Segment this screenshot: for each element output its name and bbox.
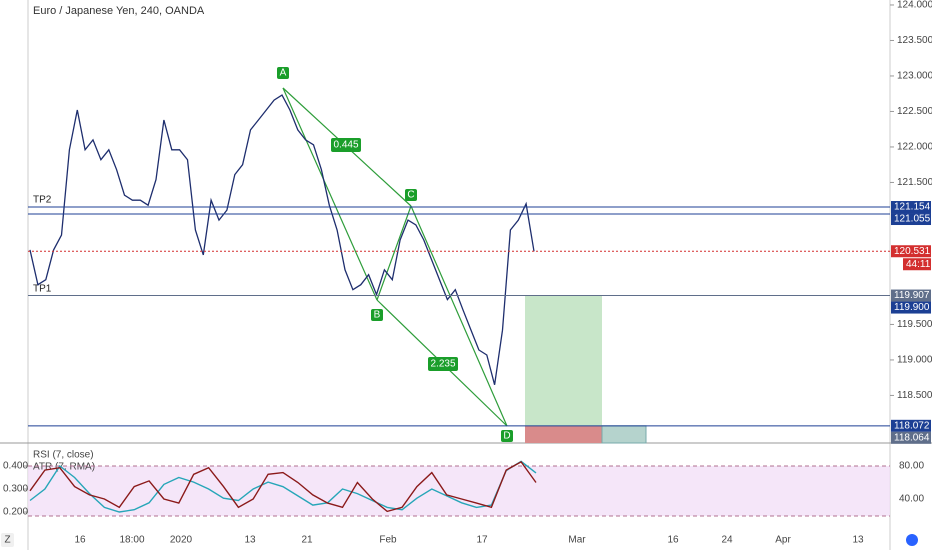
level-name: TP1 xyxy=(33,284,52,295)
y-tick-label: 121.500 xyxy=(897,177,932,188)
y-tick-label: 119.000 xyxy=(897,355,932,366)
price-label: 119.900 xyxy=(894,302,930,313)
ratio-label: 0.445 xyxy=(333,140,358,151)
atr-tick-label: 0.300 xyxy=(3,484,28,495)
logo xyxy=(906,534,918,546)
x-tick-label: Apr xyxy=(775,535,791,546)
pattern-point-bg xyxy=(405,189,417,201)
x-tick-label: 24 xyxy=(721,535,733,546)
atr-tick-label: 0.400 xyxy=(3,461,28,472)
atr-tick-label: 0.200 xyxy=(3,507,28,518)
price-label-bg xyxy=(891,289,931,302)
y-tick-label: 123.000 xyxy=(897,71,932,82)
rsi-tick-label: 80.00 xyxy=(899,461,924,472)
x-tick-label: 18:00 xyxy=(119,535,144,546)
y-tick-label: 124.000 xyxy=(897,0,932,11)
price-label: 119.907 xyxy=(894,290,930,301)
countdown-bg xyxy=(903,258,931,271)
pattern-point: A xyxy=(280,68,287,79)
target-zone xyxy=(525,295,602,426)
x-tick-label: 13 xyxy=(852,535,864,546)
rsi-band xyxy=(28,466,890,516)
price-label-bg xyxy=(891,431,931,444)
stop-zone xyxy=(525,425,602,443)
pattern-leg xyxy=(282,87,378,301)
scale-button-label[interactable]: Z xyxy=(4,535,10,546)
x-tick-label: 16 xyxy=(667,535,679,546)
time-zone xyxy=(601,425,647,444)
level-name: TP2 xyxy=(33,195,52,206)
pattern-point-bg xyxy=(277,67,289,79)
price-label-bg xyxy=(891,245,931,258)
rsi-line xyxy=(29,460,537,513)
indicator-label: ATR (7, RMA) xyxy=(33,462,95,473)
price-label-bg xyxy=(891,301,931,314)
atr-line xyxy=(29,460,537,513)
price-label: 118.064 xyxy=(894,432,930,443)
scale-button[interactable] xyxy=(1,533,14,547)
x-tick-label: 16 xyxy=(74,535,86,546)
price-label-bg xyxy=(891,419,931,432)
symbol-title: Euro / Japanese Yen, 240, OANDA xyxy=(33,5,205,17)
price-line xyxy=(29,94,535,385)
x-tick-label: Feb xyxy=(379,535,397,546)
ratio-label: 2.235 xyxy=(430,359,455,370)
rsi-tick-label: 40.00 xyxy=(899,494,924,505)
y-tick-label: 118.500 xyxy=(897,390,932,401)
x-tick-label: 17 xyxy=(476,535,488,546)
ratio-bg xyxy=(331,138,361,152)
y-tick-label: 123.500 xyxy=(897,35,932,46)
price-label-bg xyxy=(891,201,931,214)
indicator-label: RSI (7, close) xyxy=(33,450,94,461)
ratio-bg xyxy=(428,357,458,371)
pattern-leg xyxy=(376,205,412,301)
price-label-bg xyxy=(891,213,931,226)
x-tick-label: 21 xyxy=(301,535,313,546)
y-tick-label: 122.500 xyxy=(897,106,932,117)
pattern-point-bg xyxy=(371,309,383,321)
x-tick-label: 2020 xyxy=(170,535,193,546)
pattern-point: B xyxy=(374,310,381,321)
pattern-leg xyxy=(410,205,508,427)
price-label: 118.072 xyxy=(894,420,930,431)
y-tick-label: 122.000 xyxy=(897,142,932,153)
price-label: 121.055 xyxy=(894,214,931,225)
pattern-point-bg xyxy=(501,430,513,442)
pattern-point: C xyxy=(407,190,414,201)
y-tick-label: 119.500 xyxy=(897,319,932,330)
price-label: 121.154 xyxy=(894,202,931,213)
pattern-point: D xyxy=(503,431,510,442)
x-tick-label: 13 xyxy=(244,535,256,546)
price-label: 120.531 xyxy=(894,246,931,257)
x-tick-label: Mar xyxy=(568,535,586,546)
countdown: 44:11 xyxy=(906,259,931,270)
